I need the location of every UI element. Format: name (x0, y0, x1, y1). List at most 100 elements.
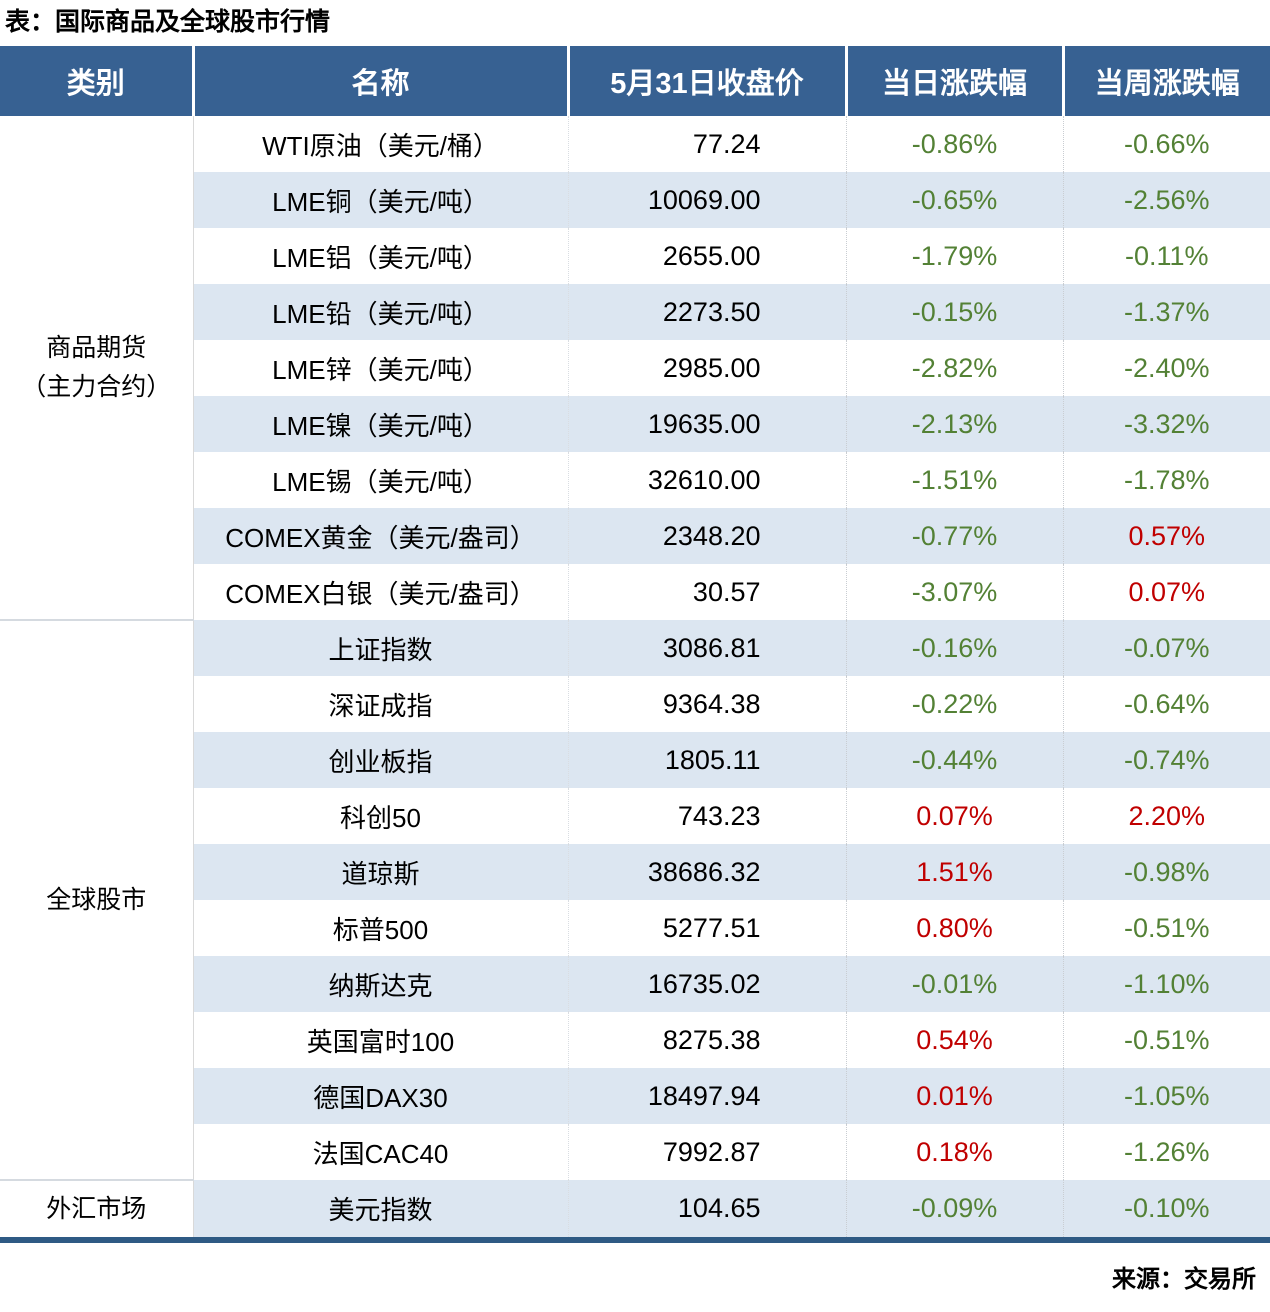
table-row: 创业板指 1805.11 -0.44% -0.74% (0, 732, 1270, 788)
day-change: -0.65% (845, 172, 1063, 228)
day-change: 1.51% (845, 844, 1063, 900)
category-cell: 外汇市场 (0, 1179, 194, 1240)
table-row: 商品期货 （主力合约） WTI原油（美元/桶） 77.24 -0.86% -0.66% (0, 116, 1270, 620)
week-change: -0.64% (1062, 676, 1270, 732)
table-row: 科创50 743.23 0.07% 2.20% (0, 788, 1270, 844)
source-note: 来源：交易所 (1112, 1266, 1256, 1293)
close-price: 10069.00 (567, 172, 846, 228)
close-price: 743.23 (567, 788, 846, 844)
table-row: LME铜（美元/吨） 10069.00 -0.65% -2.56% (0, 172, 1270, 228)
close-price: 2348.20 (567, 508, 846, 564)
table-row: 道琼斯 38686.32 1.51% -0.98% (0, 844, 1270, 900)
week-change: -0.11% (1062, 228, 1270, 284)
instrument-name: 纳斯达克 (193, 956, 568, 1012)
col-header-day-change: 当日涨跌幅 (844, 46, 1063, 116)
table-row: LME锡（美元/吨） 32610.00 -1.51% -1.78% (0, 452, 1270, 508)
col-header-category: 类别 (0, 46, 193, 116)
table-row: 英国富时100 8275.38 0.54% -0.51% (0, 1012, 1270, 1068)
instrument-name: COMEX黄金（美元/盎司） (193, 508, 568, 564)
week-change: -3.32% (1062, 396, 1270, 452)
day-change: 0.07% (845, 788, 1063, 844)
instrument-name: LME锡（美元/吨） (272, 466, 489, 497)
day-change: -1.51% (845, 452, 1063, 508)
category-label: 商品期货 (46, 333, 147, 362)
table-row: 德国DAX30 18497.94 0.01% -1.05% (0, 1068, 1270, 1124)
table-row: COMEX白银（美元/盎司） 30.57 -3.07% 0.07% (0, 564, 1270, 620)
day-change: -1.79% (845, 228, 1063, 284)
week-change: 2.20% (1062, 788, 1270, 844)
day-change: -3.07% (845, 564, 1063, 620)
day-change: -0.16% (845, 620, 1063, 676)
week-change: -0.10% (1062, 1180, 1270, 1240)
category-cell: 全球股市 (0, 619, 194, 1180)
day-change: -0.86% (845, 116, 1063, 172)
instrument-name: WTI原油（美元/桶） (262, 130, 499, 161)
table-row: LME铅（美元/吨） 2273.50 -0.15% -1.37% (0, 284, 1270, 340)
instrument-name: 德国DAX30 (193, 1068, 568, 1124)
close-price: 38686.32 (567, 844, 846, 900)
instrument-name: 美元指数 (193, 1180, 568, 1240)
close-price: 8275.38 (567, 1012, 846, 1068)
instrument-name: 标普500 (332, 914, 429, 945)
close-price: 2655.00 (567, 228, 846, 284)
week-change: -0.98% (1062, 844, 1270, 900)
close-price: 7992.87 (567, 1124, 846, 1180)
day-change: -2.82% (845, 340, 1063, 396)
table-row: 外汇市场 美元指数 104.65 -0.09% -0.10% (0, 1179, 1270, 1240)
day-change: 0.01% (845, 1068, 1063, 1124)
instrument-name: LME铜（美元/吨） (193, 172, 568, 228)
week-change: -1.78% (1062, 452, 1270, 508)
table-row: LME锌（美元/吨） 2985.00 -2.82% -2.40% (0, 340, 1270, 396)
week-change: -0.07% (1062, 620, 1270, 676)
week-change: -1.10% (1062, 956, 1270, 1012)
header-row: 类别 名称 5月31日收盘价 当日涨跌幅 当周涨跌幅 (0, 46, 1270, 116)
week-change: -1.26% (1062, 1124, 1270, 1180)
category-label: （主力合约） (21, 372, 172, 401)
instrument-name: LME铅（美元/吨） (193, 284, 568, 340)
week-change: -0.51% (1062, 900, 1270, 956)
instrument-name: 创业板指 (193, 732, 568, 788)
week-change: -0.74% (1062, 732, 1270, 788)
week-change: -1.37% (1062, 284, 1270, 340)
close-price: 1805.11 (567, 732, 846, 788)
close-price: 77.24 (567, 116, 846, 172)
day-change: -2.13% (845, 396, 1063, 452)
close-price: 3086.81 (567, 620, 846, 676)
day-change: -0.77% (845, 508, 1063, 564)
close-price: 2273.50 (567, 284, 846, 340)
category-label: 外汇市场 (46, 1194, 147, 1223)
day-change: 0.80% (845, 900, 1063, 956)
instrument-name: 上证指数 (193, 620, 568, 676)
week-change: -2.40% (1062, 340, 1270, 396)
close-price: 18497.94 (567, 1068, 846, 1124)
category-label: 全球股市 (46, 885, 147, 914)
page-title: 表：国际商品及全球股市行情 (5, 8, 331, 36)
close-price: 9364.38 (567, 676, 846, 732)
table-row: 深证成指 9364.38 -0.22% -0.64% (0, 676, 1270, 732)
table-row: 纳斯达克 16735.02 -0.01% -1.10% (0, 956, 1270, 1012)
instrument-name: 科创50 (340, 802, 421, 833)
close-price: 32610.00 (567, 452, 846, 508)
market-table: 类别 名称 5月31日收盘价 当日涨跌幅 当周涨跌幅 商品期货 （主力合约） WTI… (0, 46, 1270, 1243)
table-header: 类别 名称 5月31日收盘价 当日涨跌幅 当周涨跌幅 (0, 46, 1270, 116)
day-change: -0.01% (845, 956, 1063, 1012)
col-header-close-price: 5月31日收盘价 (566, 46, 846, 116)
instrument-name: LME铝（美元/吨） (272, 242, 489, 273)
week-change: 0.57% (1062, 508, 1270, 564)
week-change: 0.07% (1062, 564, 1270, 620)
close-price: 2985.00 (567, 340, 846, 396)
table-row: 法国CAC40 7992.87 0.18% -1.26% (0, 1124, 1270, 1180)
close-price: 30.57 (567, 564, 846, 620)
instrument-name: 英国富时100 (306, 1026, 455, 1057)
table-row: COMEX黄金（美元/盎司） 2348.20 -0.77% 0.57% (0, 508, 1270, 564)
close-price: 104.65 (567, 1180, 846, 1240)
table-row: 标普500 5277.51 0.80% -0.51% (0, 900, 1270, 956)
instrument-name: LME镍（美元/吨） (193, 396, 568, 452)
category-cell: 商品期货 （主力合约） (0, 116, 194, 620)
table-row: LME铝（美元/吨） 2655.00 -1.79% -0.11% (0, 228, 1270, 284)
day-change: -0.15% (845, 284, 1063, 340)
week-change: -1.05% (1062, 1068, 1270, 1124)
instrument-name: 道琼斯 (193, 844, 568, 900)
close-price: 16735.02 (567, 956, 846, 1012)
table-row: LME镍（美元/吨） 19635.00 -2.13% -3.32% (0, 396, 1270, 452)
